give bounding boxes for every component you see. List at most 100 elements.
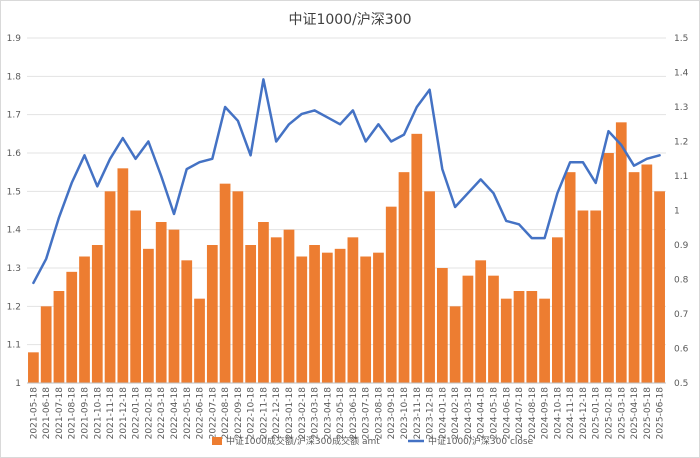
x-tick-label: 2023-10-18: [400, 387, 410, 440]
x-tick-label: 2021-12-18: [119, 387, 129, 440]
line-close: [32, 78, 661, 285]
x-tick-label: 2021-06-18: [42, 387, 52, 440]
bar-amt: [232, 191, 244, 383]
x-tick-label: 2021-05-18: [29, 387, 39, 440]
bar-amt: [488, 275, 499, 383]
bar-amt: [245, 245, 257, 383]
x-tick-label: 2023-09-18: [387, 387, 397, 440]
bar-amt: [143, 248, 154, 383]
y-right-tick-label: 0.5: [674, 379, 688, 389]
bar-amt: [334, 248, 346, 383]
y-right-tick-label: 1.2: [674, 138, 688, 148]
x-tick-label: 2021-07-18: [55, 387, 65, 440]
x-tick-label: 2024-10-18: [553, 387, 563, 440]
bar-amt: [475, 260, 487, 383]
bar-amt: [424, 191, 435, 383]
bar-amt: [66, 271, 78, 383]
bar-amt: [309, 245, 320, 383]
x-tick-label: 2024-03-18: [464, 387, 474, 440]
bar-amt: [373, 252, 384, 383]
y-left-tick-label: 1: [15, 379, 21, 389]
x-tick-label: 2022-03-18: [157, 387, 167, 440]
x-tick-label: 2022-12-18: [272, 387, 282, 440]
chart-title: 中证1000/沪深300: [288, 12, 411, 28]
x-tick-label: 2022-06-18: [196, 387, 206, 440]
bar-amt: [462, 275, 474, 383]
y-right-tick-label: 1.5: [674, 34, 688, 44]
legend-label-close: 中证1000/沪深300 close: [428, 435, 534, 447]
x-tick-label: 2022-02-18: [144, 387, 154, 440]
x-tick-label: 2021-11-18: [106, 387, 116, 440]
bar-amt: [181, 260, 193, 383]
x-tick-label: 2022-08-18: [221, 387, 231, 440]
legend: 中证1000成交额/沪深300成交额 amt 中证1000/沪深300 clos…: [212, 435, 534, 447]
y-left-tick-label: 1.6: [7, 149, 22, 159]
y-left-tick-label: 1.7: [7, 111, 21, 121]
x-tick-label: 2024-07-18: [515, 387, 525, 440]
x-tick-label: 2025-03-18: [617, 387, 627, 440]
x-tick-label: 2023-08-18: [374, 387, 384, 440]
bar-amt: [347, 237, 359, 383]
y-right-tick-label: 1.4: [674, 69, 689, 79]
line-layer: [32, 78, 661, 285]
x-tick-label: 2025-05-18: [643, 387, 653, 440]
bar-amt: [117, 168, 129, 383]
bar-amt: [360, 256, 372, 383]
x-tick-label: 2025-02-18: [604, 387, 614, 440]
bar-amt: [615, 122, 627, 383]
x-tick-label: 2023-11-18: [413, 387, 423, 440]
x-tick-label: 2023-01-18: [285, 387, 295, 440]
bar-amt: [577, 210, 589, 383]
x-tick-label: 2023-12-18: [426, 387, 436, 440]
x-tick-label: 2023-04-18: [323, 387, 333, 440]
bar-amt: [654, 191, 665, 383]
x-tick-label: 2025-06-18: [656, 387, 666, 440]
bar-amt: [104, 191, 116, 383]
y-right-tick-label: 1.3: [674, 103, 688, 113]
x-tick-label: 2023-05-18: [336, 387, 346, 440]
bar-amt: [321, 252, 333, 383]
y-left-tick-label: 1.3: [7, 264, 21, 274]
bar-amt: [603, 153, 614, 383]
bar-amt: [526, 291, 538, 383]
x-tick-label: 2022-07-18: [208, 387, 218, 440]
bar-amt: [296, 256, 308, 383]
bar-amt: [79, 256, 90, 383]
axis-layer: 1 1.1 1.2 1.3 1.4 1.5 1.6 1.7 1.8 1.9 0.5 0.6 0.7 0.8…: [7, 34, 689, 439]
x-tick-label: 2023-03-18: [311, 387, 321, 440]
bar-amt: [500, 298, 512, 383]
y-right-tick-label: 0.7: [674, 310, 688, 320]
x-tick-label: 2024-04-18: [477, 387, 487, 440]
bar-amt: [28, 352, 39, 383]
bar-amt: [436, 268, 448, 383]
x-tick-label: 2023-07-18: [362, 387, 372, 440]
y-right-tick-label: 0.6: [674, 345, 689, 355]
bar-amt: [590, 210, 602, 383]
x-tick-label: 2022-01-18: [132, 387, 142, 440]
bar-amt: [398, 172, 410, 383]
x-tick-label: 2024-06-18: [502, 387, 512, 440]
bar-amt: [258, 222, 269, 383]
x-tick-label: 2023-06-18: [349, 387, 359, 440]
x-tick-label: 2021-10-18: [93, 387, 103, 440]
y-left-tick-label: 1.8: [7, 72, 22, 82]
y-right-tick-label: 1: [674, 207, 680, 217]
x-tick-label: 2025-01-18: [592, 387, 602, 440]
bar-amt: [449, 306, 461, 383]
x-tick-label: 2022-09-18: [234, 387, 244, 440]
bar-amt: [385, 206, 397, 383]
x-tick-label: 2024-11-18: [566, 387, 576, 440]
y-left-tick-label: 1.2: [7, 302, 21, 312]
bar-amt: [641, 164, 653, 383]
x-tick-label: 2021-08-18: [68, 387, 78, 440]
bar-amt: [552, 237, 563, 383]
bar-amt: [539, 298, 550, 383]
x-tick-label: 2023-02-18: [298, 387, 308, 440]
bar-amt: [168, 229, 180, 383]
y-left-tick-label: 1.4: [7, 226, 22, 236]
x-tick-label: 2024-01-18: [438, 387, 448, 440]
bars-layer: [28, 122, 665, 383]
y-left-tick-label: 1.5: [7, 187, 21, 197]
